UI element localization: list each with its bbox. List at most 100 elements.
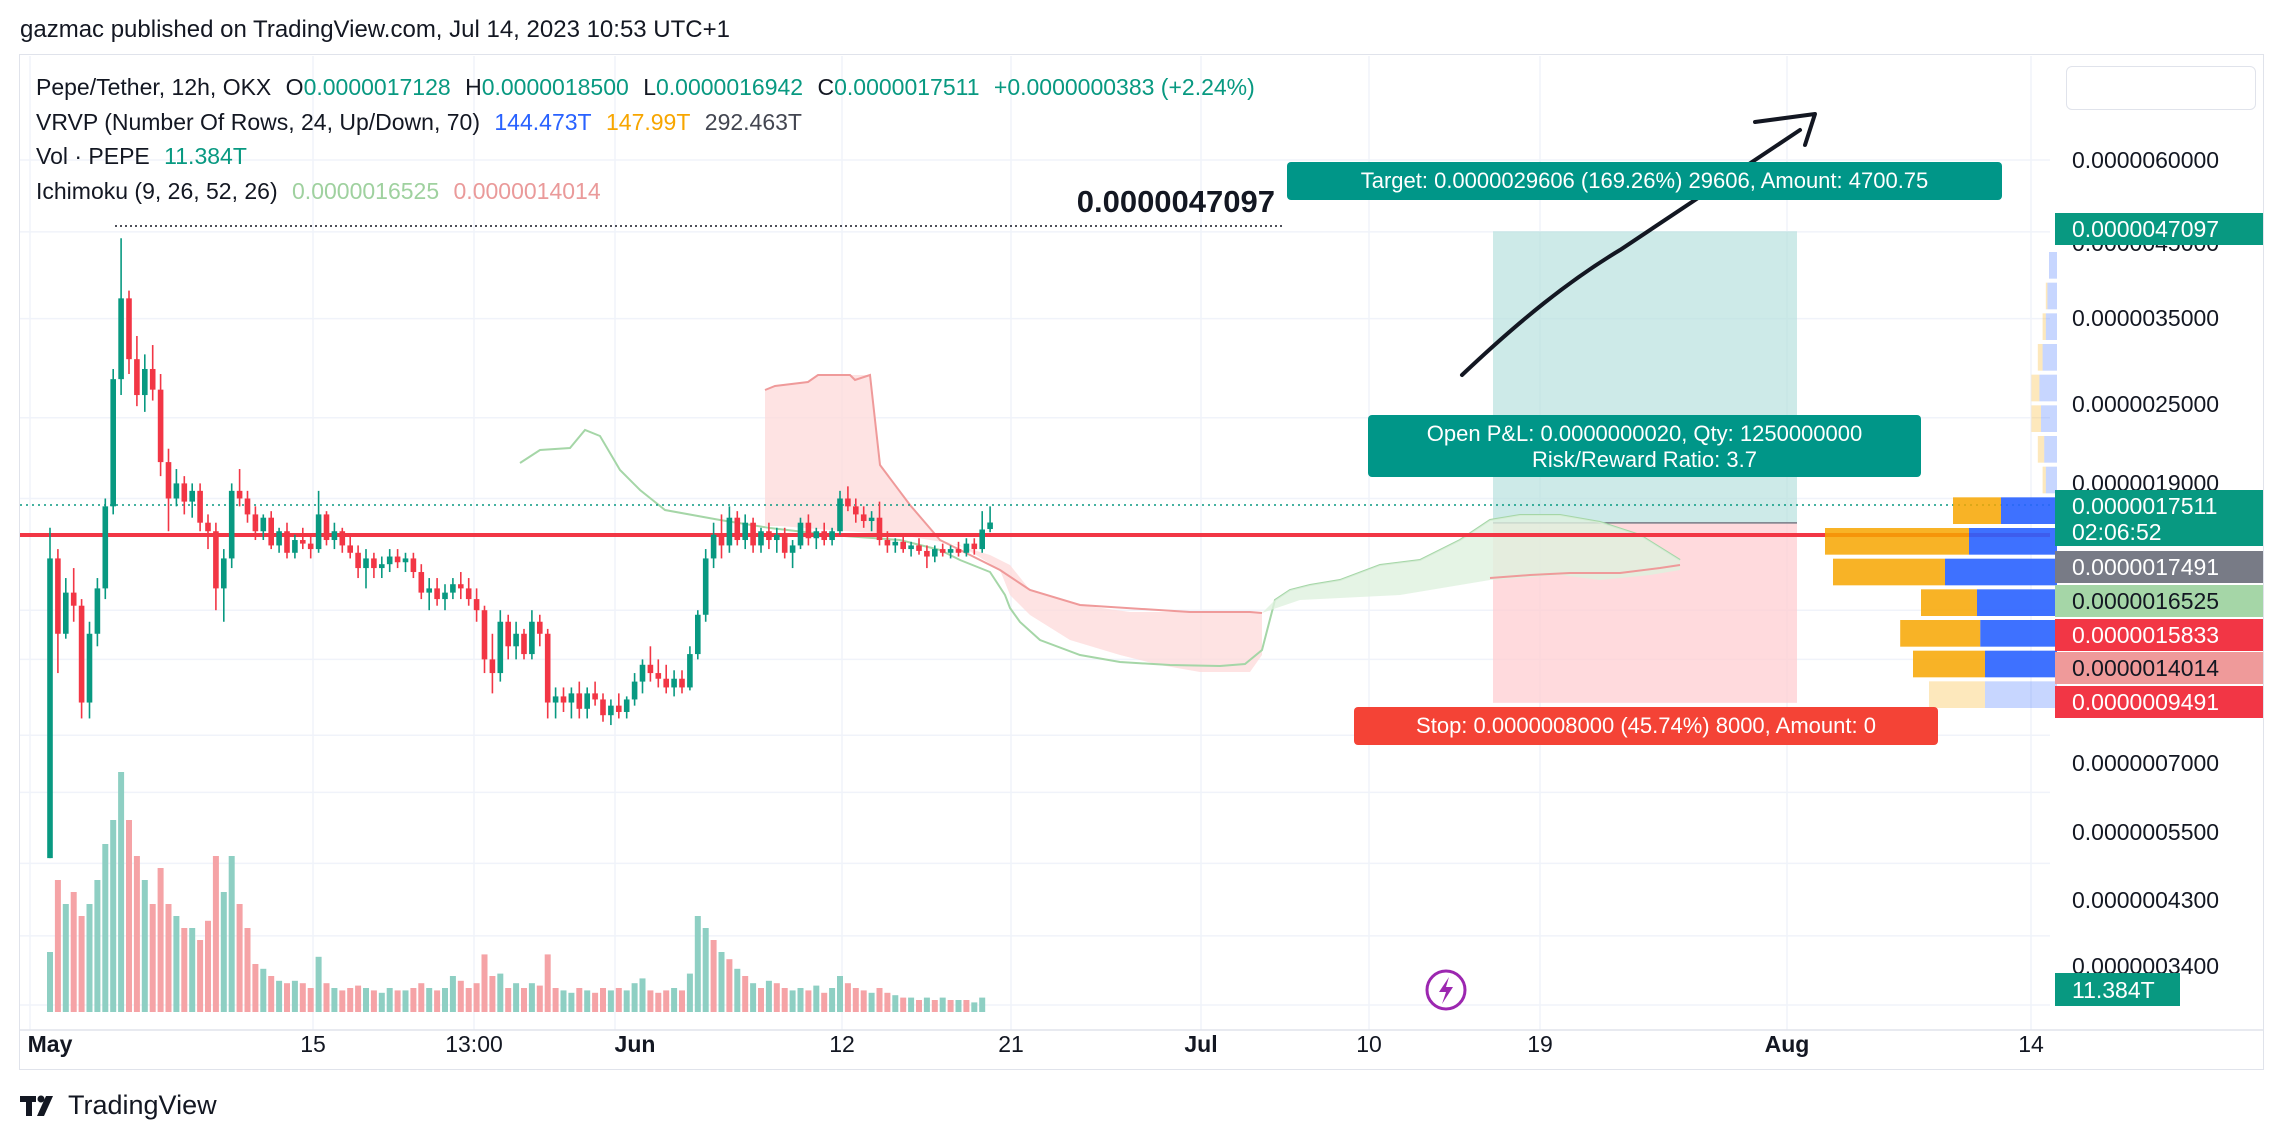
time-axis-label: Jun [615,1031,656,1057]
volume-bar [402,990,409,1012]
volume-bar [449,976,456,1012]
candle-body [260,517,267,532]
vrvp-row-up [1985,650,2057,678]
candle-body [205,522,211,532]
volume-bar [931,1000,938,1012]
time-axis-label: 19 [1527,1031,1553,1057]
vrvp-row-up [2041,405,2057,432]
position-target-zone [1493,231,1797,523]
legend-ichimoku-row[interactable]: Ichimoku (9, 26, 52, 26) 0.0000016525 0.… [36,174,1263,209]
vrvp-row-down [1825,528,1969,555]
volume-bar [615,988,622,1012]
volume-bar [378,992,385,1012]
volume-bar [284,983,290,1012]
chart-control-box[interactable] [2066,66,2256,110]
volume-bar [726,959,733,1012]
price-tag-value: 0.0000014014 [2072,655,2219,681]
volume-bar [173,916,180,1012]
legend-ohlc-row[interactable]: Pepe/Tether, 12h, OKX O0.0000017128 H0.0… [36,70,1263,105]
volume-bar [426,988,433,1012]
price-axis-label: 0.0000035000 [2072,305,2219,331]
legend-vrvp-total: 292.463T [704,108,802,135]
vrvp-row-up [2044,436,2057,463]
candle-body [513,633,519,647]
legend-close-value: 0.0000017511 [834,74,980,100]
candle-body [671,678,677,688]
volume-bar [220,892,227,1012]
candle-body [955,549,962,553]
volume-bar [355,985,362,1012]
volume-bar [165,904,172,1012]
volume-bar [339,990,346,1012]
candle-body [189,490,195,502]
candle-body [442,592,448,600]
candle-body [537,621,543,634]
volume-bar [268,976,275,1012]
volume-bar [228,856,235,1012]
candle-body [386,556,393,565]
legend-ichimoku-a: 0.0000016525 [292,177,440,204]
candle-body [497,621,504,674]
candle-body [489,659,496,674]
time-axis-label: Aug [1765,1031,1810,1057]
candle-body [679,678,685,688]
candle-body [797,522,804,546]
candle-body [766,531,772,541]
candle-body [860,514,867,522]
candle-body [450,584,456,593]
volume-bar [663,990,670,1012]
candle-body [465,588,472,600]
lightning-icon-bolt [1439,977,1453,1004]
volume-bar [971,1002,978,1012]
legend-volume-row[interactable]: Vol · PEPE 11.384T [36,139,1263,174]
position-pnl-label-text: Risk/Reward Ratio: 3.7 [1532,447,1757,472]
candle-body [481,610,488,660]
volume-bar [260,968,267,1012]
volume-bar [686,973,693,1012]
vrvp-row-up [2047,282,2057,310]
volume-bar [323,983,330,1012]
candle-body [631,681,638,700]
candle-body [560,696,567,703]
candle-body [687,654,693,688]
candle-body [402,558,409,563]
candle-body [118,298,124,380]
candle-body [758,531,764,546]
candle-body [789,545,796,553]
legend-open-label: O [285,74,304,100]
tradingview-logo[interactable]: TradingView [20,1090,217,1121]
vrvp-row-up [2045,313,2057,340]
candle-body [173,483,180,499]
vrvp-row-down [1900,620,1981,647]
cloud-green-area [1262,515,1680,613]
volume-bar [331,988,338,1012]
volume-bar [758,988,764,1012]
candle-body [939,549,946,553]
candle-body [932,549,938,557]
volume-bar [671,988,678,1012]
legend-vrvp-row[interactable]: VRVP (Number Of Rows, 24, Up/Down, 70) 1… [36,105,1263,140]
candle-body [371,558,377,569]
price-tag-box [2055,585,2263,617]
legend-vrvp-down: 147.99T [605,108,691,135]
candle-body [228,490,235,559]
candle-body [608,705,614,716]
candle-body [268,517,274,546]
vrvp-row-up [1980,620,2057,647]
candle-body [379,564,385,569]
volume-bar [86,904,93,1012]
candle-body [94,588,101,634]
candle-body [900,541,906,550]
vrvp-row-down [2042,466,2046,494]
volume-bar [481,954,488,1012]
candle-body [276,531,282,546]
price-axis-label: 0.0000007000 [2072,750,2219,776]
volume-bar [473,983,480,1012]
price-tag-value: 0.0000017491 [2072,554,2219,580]
volume-bar [244,928,251,1012]
vrvp-row-up [2042,344,2057,371]
candle-body [592,693,598,700]
vrvp-row-down [1953,497,2001,524]
